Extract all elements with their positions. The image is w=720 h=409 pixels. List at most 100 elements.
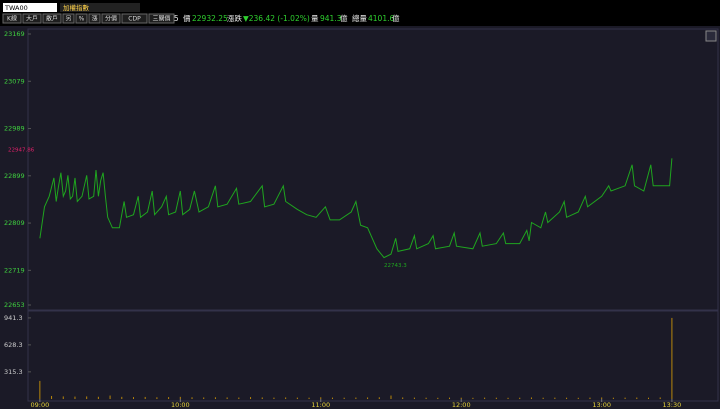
tool-button-label: 三關價 (152, 15, 170, 23)
tool-button-label: 散戶 (46, 15, 58, 23)
tool-button[interactable] (22, 13, 42, 24)
y-tick-label: 22809 (4, 219, 25, 227)
volume-bar (624, 397, 626, 399)
y-tick-label: 22719 (4, 266, 25, 274)
volume-bar (367, 397, 369, 399)
volume-bar (296, 397, 298, 399)
volume-bar (542, 397, 544, 399)
price: 22932.25 (192, 14, 228, 23)
symbol-input[interactable] (3, 3, 57, 12)
volume-bar (203, 397, 205, 399)
volume-bar (51, 395, 53, 399)
volume-bar (132, 397, 134, 399)
x-tick-label: 10:00 (171, 401, 190, 409)
x-tick-label: 13:00 (592, 401, 611, 409)
volume-bar (39, 380, 41, 399)
volume-bar (460, 397, 462, 399)
tool-button-label: 大戶 (26, 15, 38, 23)
total-label: 總量 (352, 13, 367, 23)
volume-bar (261, 397, 263, 399)
annotation: 22947.86 (8, 148, 35, 154)
volume-bar (484, 397, 486, 399)
volume-bar (659, 397, 661, 399)
volume: 941.3 (320, 14, 342, 23)
tool-button[interactable] (75, 13, 88, 24)
y-tick-label: 22899 (4, 172, 25, 180)
volume-bar (425, 397, 427, 399)
volume-bar (343, 397, 345, 399)
tool-button[interactable] (2, 13, 22, 24)
volume-bar (121, 396, 123, 399)
tool-button[interactable] (62, 13, 75, 24)
symbol: TWA00 (4, 4, 28, 12)
volume-bar (390, 395, 392, 399)
volume-bar (214, 397, 216, 399)
volume-bar (285, 397, 287, 399)
volume-bar (601, 397, 603, 399)
volume-bar (636, 397, 638, 399)
volume-bar (331, 397, 333, 399)
y-tick-label: 23079 (4, 77, 25, 85)
volume-bar (156, 397, 158, 399)
settings-button[interactable] (705, 30, 717, 42)
volume-bar (437, 397, 439, 399)
annotation: 22743.3 (384, 263, 407, 269)
volume-bar (86, 396, 88, 399)
volume-bar (530, 397, 532, 399)
change: ▼236.42 (-1.02%) (243, 14, 310, 23)
tool-button[interactable] (88, 13, 101, 24)
name-box (60, 3, 140, 12)
volume-bar (109, 395, 111, 399)
volume-label: 量 (311, 14, 319, 23)
tool-button[interactable] (121, 13, 148, 24)
volume-bar (355, 397, 357, 399)
volume-bar (566, 397, 568, 399)
volume-bar (612, 397, 614, 399)
total: 4101.6 (368, 14, 394, 23)
volume-bar (378, 397, 380, 399)
tool-button-label: 漲 (91, 15, 97, 23)
tool-button[interactable] (101, 13, 121, 24)
x-tick-label: 12:00 (452, 401, 471, 409)
volume-bar (495, 397, 497, 399)
volume-bar (449, 397, 451, 399)
index-name: 加權指數 (63, 3, 90, 12)
volume-bar (238, 397, 240, 399)
y-tick-label: 22989 (4, 125, 25, 133)
price-label: 價 (183, 14, 191, 23)
y-tick-label: 628.3 (4, 341, 23, 349)
volume-bar (519, 397, 521, 399)
tool-button-label: CDP (128, 16, 141, 23)
y-tick-label: 315.3 (4, 368, 23, 376)
volume-bar (226, 397, 228, 399)
volume-bar (144, 396, 146, 399)
tool-button-label: 分價 (105, 15, 117, 23)
volume-bar (179, 396, 181, 399)
tool-button-label: % (79, 16, 85, 23)
y-tick-label: 22653 (4, 301, 25, 309)
volume-bar (589, 397, 591, 399)
tool-button[interactable] (148, 13, 175, 24)
price-panel (27, 28, 719, 311)
volume-bar (273, 397, 275, 399)
volume-bar (647, 397, 649, 399)
volume-bar (472, 397, 474, 399)
volume-panel (27, 310, 719, 402)
tool-button-label: 另 (65, 16, 71, 23)
volume-bar (168, 397, 170, 399)
change-label: 漲跌 (227, 13, 242, 23)
volume-bar (191, 397, 193, 399)
volume-bar (97, 396, 99, 399)
volume-bar (402, 397, 404, 399)
volume-bar (507, 397, 509, 399)
volume-bar (74, 396, 76, 399)
volume-bar (250, 397, 252, 399)
volume-bar (577, 397, 579, 399)
total-unit: 億 (392, 13, 400, 23)
tool-button[interactable] (42, 13, 62, 24)
y-tick-label: 23169 (4, 30, 25, 38)
volume-bar (671, 317, 673, 399)
volume-bar (413, 397, 415, 399)
